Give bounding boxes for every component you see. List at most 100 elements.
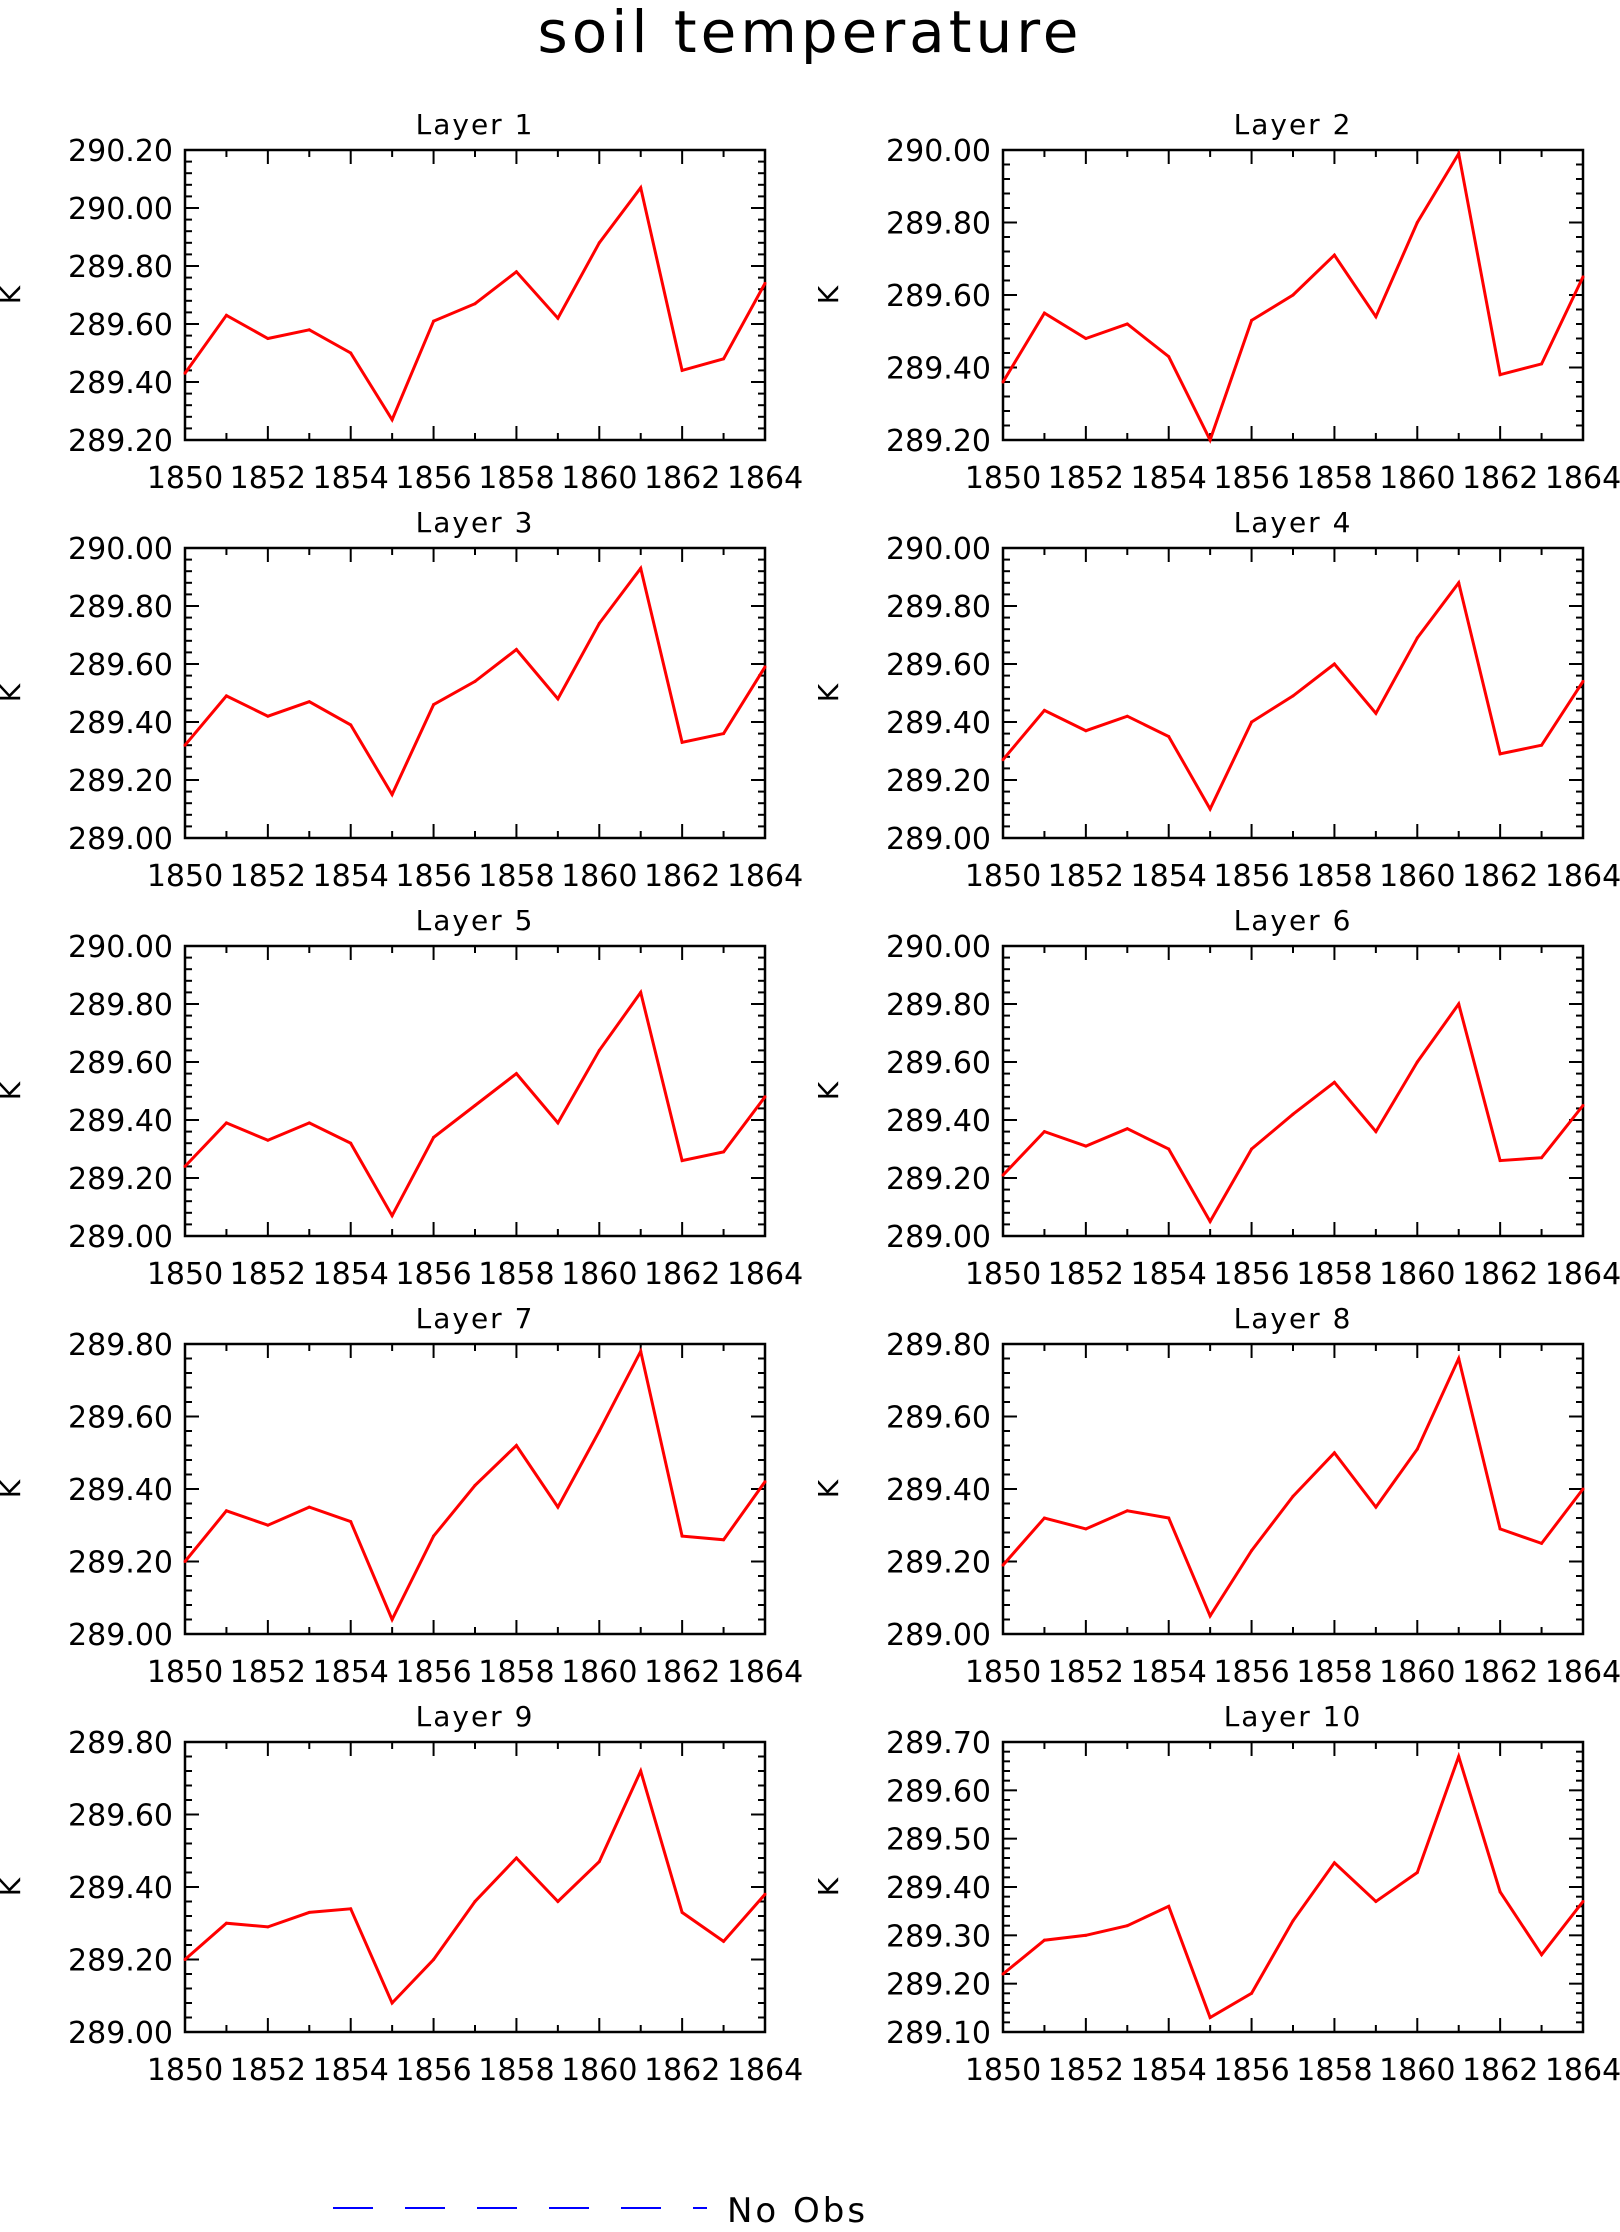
y-axis-label: K [812, 1877, 845, 1896]
panel-title: Layer 2 [1234, 108, 1353, 141]
data-point [1208, 2016, 1212, 2019]
data-point [1042, 1938, 1046, 1942]
x-tick-label: 1862 [644, 2053, 720, 2088]
y-axis-label: K [0, 1081, 27, 1100]
y-tick-label: 289.60 [68, 308, 173, 343]
data-point [1291, 694, 1295, 698]
data-point [1581, 1900, 1585, 1903]
y-tick-label: 289.20 [886, 1546, 991, 1581]
panel-title: Layer 5 [416, 904, 535, 937]
x-tick-label: 1854 [1131, 859, 1207, 894]
data-point [1374, 1130, 1378, 1134]
x-tick-label: 1850 [965, 1655, 1041, 1690]
x-tick-label: 1854 [313, 2053, 389, 2088]
x-tick-label: 1858 [1296, 1257, 1372, 1292]
data-point [349, 1520, 353, 1524]
y-tick-label: 289.20 [68, 1944, 173, 1979]
data-point [556, 1121, 560, 1125]
x-tick-label: 1858 [478, 461, 554, 496]
y-tick-label: 289.00 [68, 1220, 173, 1255]
data-point [183, 1560, 187, 1563]
x-tick-label: 1850 [965, 859, 1041, 894]
panel-title: Layer 3 [416, 506, 535, 539]
x-tick-label: 1854 [313, 1655, 389, 1690]
x-tick-label: 1862 [644, 1655, 720, 1690]
plot-frame [1001, 944, 1585, 1238]
x-tick-label: 1864 [1545, 461, 1620, 496]
data-point [1540, 1953, 1544, 1957]
series-line [1002, 1751, 1585, 2020]
y-tick-label: 289.40 [886, 706, 991, 741]
data-point [266, 1523, 270, 1527]
data-point [597, 1860, 601, 1864]
data-point [1001, 758, 1005, 762]
y-tick-label: 289.00 [68, 2016, 173, 2051]
data-point [1001, 1972, 1005, 1976]
y-tick-label: 289.60 [68, 1799, 173, 1834]
data-point [1540, 743, 1544, 747]
data-point [1457, 152, 1461, 156]
x-tick-label: 1856 [395, 1257, 471, 1292]
data-point [183, 743, 187, 747]
data-point [1415, 1447, 1419, 1451]
x-tick-label: 1856 [1213, 461, 1289, 496]
panel-title: Layer 9 [416, 1700, 535, 1733]
data-point [266, 714, 270, 718]
data-point [473, 302, 477, 306]
series-line [184, 1766, 767, 2006]
y-tick-label: 289.00 [886, 1618, 991, 1653]
y-tick-label: 289.60 [68, 648, 173, 683]
data-point [1457, 581, 1461, 585]
data-point [556, 1900, 560, 1903]
y-tick-label: 290.00 [68, 192, 173, 227]
data-point [639, 566, 643, 570]
panel-title: Layer 7 [416, 1302, 535, 1335]
x-tick-label: 1850 [965, 2053, 1041, 2088]
y-tick-label: 289.20 [68, 424, 173, 459]
data-point [183, 1958, 187, 1961]
y-tick-label: 290.00 [886, 930, 991, 965]
y-tick-label: 289.40 [68, 1871, 173, 1906]
data-point [1084, 1933, 1088, 1937]
panel-layer-8: Layer 8 K 1850 1852 1854 1856 1858 1860 1862 1864… [812, 1302, 1620, 1690]
panel-title: Layer 10 [1224, 1700, 1363, 1733]
x-tick-label: 1856 [395, 461, 471, 496]
panel-title: Layer 1 [416, 108, 535, 141]
data-point [390, 418, 394, 422]
data-point [1498, 1159, 1502, 1163]
y-tick-label: 289.40 [68, 366, 173, 401]
x-tick-label: 1856 [1213, 1257, 1289, 1292]
data-point [349, 351, 353, 355]
x-tick-label: 1852 [1048, 2053, 1124, 2088]
x-tick-label: 1864 [1545, 1655, 1620, 1690]
data-point [680, 1534, 684, 1538]
data-point [307, 328, 311, 332]
data-point [763, 1095, 767, 1099]
x-tick-label: 1854 [1131, 2053, 1207, 2088]
y-axis-label: K [812, 285, 845, 304]
x-tick-label: 1862 [644, 1257, 720, 1292]
x-tick-label: 1862 [1462, 2053, 1538, 2088]
x-tick-label: 1860 [1379, 859, 1455, 894]
data-point [1250, 720, 1254, 724]
data-point [1540, 362, 1544, 366]
panel-grid: Layer 1K18501852185418561858186018621864… [0, 108, 1620, 2088]
data-point [556, 316, 560, 320]
data-point [597, 621, 601, 625]
data-point [473, 679, 477, 683]
x-tick-label: 1850 [965, 461, 1041, 496]
data-point [1042, 708, 1046, 712]
panel-layer-9: Layer 9 K 18501852185418561858186018621864… [0, 1700, 803, 2088]
y-tick-label: 289.60 [68, 1401, 173, 1436]
x-tick-label: 1860 [1379, 461, 1455, 496]
x-tick-label: 1852 [230, 461, 306, 496]
panel-title: Layer 6 [1234, 904, 1353, 937]
data-point [1125, 322, 1129, 326]
y-tick-label: 290.20 [68, 134, 173, 169]
data-point [597, 1048, 601, 1052]
data-point [514, 270, 518, 274]
y-tick-label: 289.00 [68, 1618, 173, 1653]
y-tick-label: 289.60 [886, 279, 991, 314]
x-tick-label: 1850 [147, 461, 223, 496]
data-point [1291, 293, 1295, 297]
